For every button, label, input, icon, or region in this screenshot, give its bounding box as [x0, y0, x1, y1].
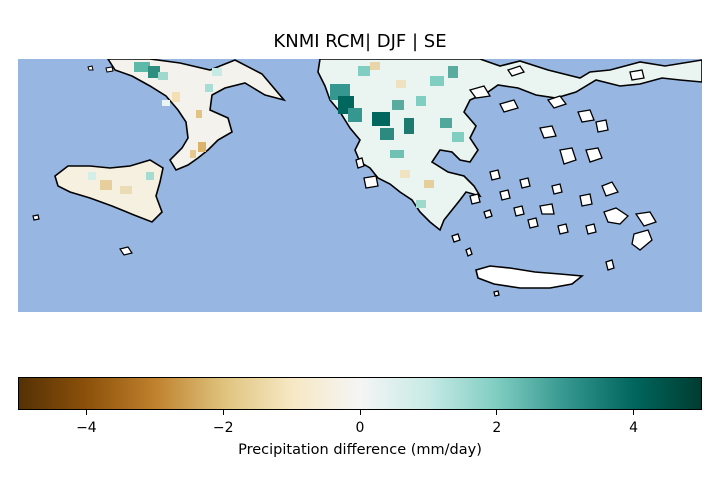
- map-title: KNMI RCM| DJF | SE: [273, 31, 447, 52]
- colorbar-tick: [359, 410, 361, 415]
- small-island: [119, 246, 133, 256]
- colorbar-gradient: [18, 377, 702, 410]
- greece-precip-cells: [330, 62, 464, 208]
- colorbar-label: Precipitation difference (mm/day): [238, 442, 482, 458]
- small-island: [87, 65, 94, 71]
- colorbar-tick-label: −4: [76, 420, 97, 436]
- colorbar-tick: [222, 410, 224, 415]
- small-island: [105, 66, 114, 73]
- crete-land: [475, 265, 585, 289]
- italy-precip-cells: [134, 62, 222, 158]
- colorbar-tick: [85, 410, 87, 415]
- colorbar-tick-label: −2: [212, 420, 234, 436]
- greece-land: [317, 59, 702, 232]
- colorbar-tick-label: 0: [355, 420, 365, 436]
- aegean-islands: [355, 65, 657, 297]
- colorbar-tick-label: 4: [629, 420, 639, 436]
- colorbar-frame: [18, 377, 702, 410]
- sicily-land: [54, 159, 164, 223]
- colorbar-tick: [633, 410, 635, 415]
- sicily-precip-cells: [88, 172, 154, 194]
- small-island: [32, 214, 40, 221]
- colorbar-tick-label: 2: [492, 420, 502, 436]
- colorbar-tick: [496, 410, 498, 415]
